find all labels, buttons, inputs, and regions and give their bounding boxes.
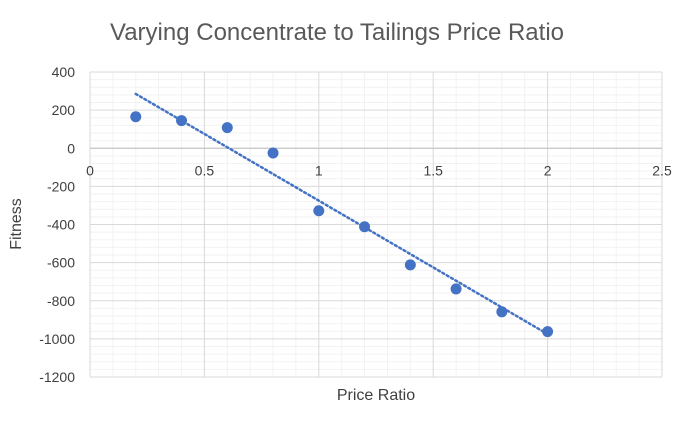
data-point	[496, 306, 508, 318]
trendline-layer	[134, 92, 549, 336]
data-point	[130, 111, 142, 123]
y-axis: 400 200 0 -200 -400 -600 -800 -1000 -1200	[39, 64, 75, 385]
trendline	[134, 92, 549, 336]
data-point	[359, 221, 371, 233]
y-tick-label: -1200	[39, 369, 75, 385]
data-point	[450, 283, 462, 295]
y-axis-title: Fitness	[8, 198, 25, 250]
x-tick-label: 2.5	[652, 162, 672, 178]
minor-grid	[90, 72, 662, 377]
y-tick-label: 0	[67, 140, 75, 156]
chart-title: Varying Concentrate to Tailings Price Ra…	[110, 19, 564, 46]
x-tick-label: 2	[544, 162, 552, 178]
x-axis: 0 0.5 1 1.5 2 2.5	[86, 147, 672, 178]
data-point	[176, 115, 188, 127]
y-tick-label: -200	[47, 178, 75, 194]
data-point	[221, 122, 233, 134]
data-point	[313, 205, 325, 217]
x-axis-title: Price Ratio	[337, 387, 415, 404]
y-tick-label: 400	[52, 64, 76, 80]
points-layer	[130, 111, 554, 338]
data-point	[404, 259, 416, 271]
data-point	[542, 326, 554, 338]
major-grid	[89, 71, 663, 378]
y-tick-label: -600	[47, 255, 75, 271]
x-tick-label: 0.5	[195, 162, 215, 178]
x-tick-label: 1	[315, 162, 323, 178]
y-tick-label: -1000	[39, 331, 75, 347]
y-tick-label: 200	[52, 102, 76, 118]
x-tick-label: 0	[86, 162, 94, 178]
y-tick-label: -800	[47, 293, 75, 309]
x-tick-label: 1.5	[423, 162, 443, 178]
data-point	[267, 147, 279, 159]
y-tick-label: -400	[47, 217, 75, 233]
